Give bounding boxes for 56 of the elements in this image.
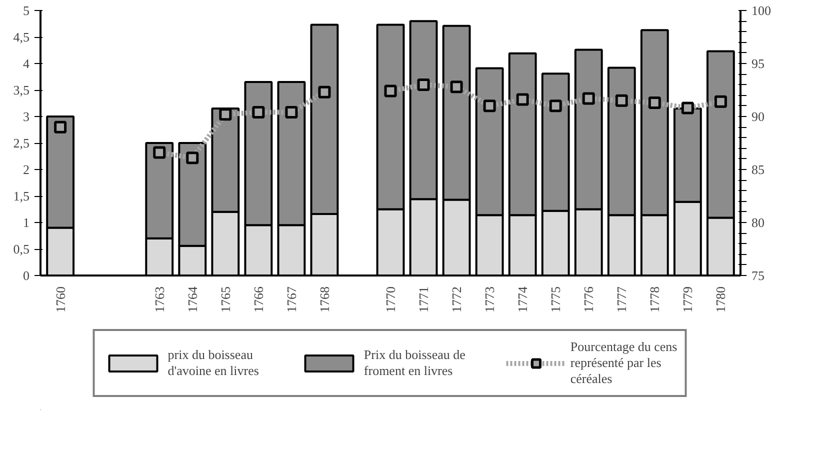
point bbox=[582, 92, 595, 105]
point bbox=[483, 100, 496, 112]
point bbox=[384, 84, 397, 98]
point bbox=[417, 78, 430, 91]
y-tick-label: 2,5 bbox=[13, 136, 30, 150]
x-tick-label: 1774 bbox=[515, 286, 530, 312]
x-tick-label: 1778 bbox=[647, 286, 662, 312]
y-tick-label: 4 bbox=[23, 56, 30, 71]
legend-label: Prix du boisseau de froment en livres bbox=[364, 346, 466, 378]
x-tick-label: 1766 bbox=[250, 286, 266, 312]
point bbox=[549, 100, 562, 112]
point bbox=[450, 80, 463, 94]
legend-label: prix du boisseau d'avoine en livres bbox=[168, 346, 259, 378]
point bbox=[186, 152, 199, 164]
point bbox=[219, 108, 232, 121]
y-tick-label: 5 bbox=[23, 3, 30, 18]
x-tick-label: 1776 bbox=[581, 286, 596, 312]
y2-tick-label: 85 bbox=[752, 162, 764, 177]
y2-tick-label: 90 bbox=[752, 109, 764, 124]
x-tick-label: 1772 bbox=[449, 286, 464, 312]
point bbox=[681, 102, 694, 114]
y2-tick-label: 75 bbox=[752, 268, 764, 283]
point bbox=[153, 146, 166, 159]
x-tick-label: 1767 bbox=[284, 286, 299, 312]
point bbox=[54, 120, 67, 134]
x-tick-label: 1764 bbox=[184, 286, 200, 312]
point bbox=[285, 106, 298, 119]
x-tick-label: 1771 bbox=[416, 286, 432, 312]
x-tick-label: 1770 bbox=[383, 286, 398, 312]
y-tick-label: 3 bbox=[23, 109, 30, 124]
point bbox=[615, 94, 628, 107]
point bbox=[648, 96, 661, 109]
y2-tick-label: 80 bbox=[752, 215, 764, 230]
x-tick-label: 1765 bbox=[218, 286, 233, 312]
point bbox=[516, 93, 529, 106]
point bbox=[318, 86, 331, 98]
point bbox=[714, 95, 727, 108]
x-tick-label: 1780 bbox=[713, 286, 728, 312]
y-tick-label: 0 bbox=[23, 268, 30, 283]
y2-tick-label: 95 bbox=[752, 56, 764, 71]
x-tick-label: 1773 bbox=[482, 286, 498, 312]
legend-label: Pourcentage du cens représenté par les céréales bbox=[570, 338, 678, 386]
y2-tick-label: 100 bbox=[752, 3, 771, 18]
y-tick-label: 3,5 bbox=[13, 82, 30, 98]
x-tick-label: 1763 bbox=[152, 286, 167, 312]
y-tick-label: 0,5 bbox=[13, 242, 30, 256]
point bbox=[252, 106, 265, 119]
x-tick-label: 1777 bbox=[614, 286, 630, 312]
y-tick-label: 1 bbox=[23, 215, 30, 230]
x-tick-label: 1775 bbox=[548, 286, 564, 312]
y-tick-label: 1,5 bbox=[13, 188, 30, 204]
x-tick-label: 1760 bbox=[52, 286, 68, 312]
y-tick-label: 4,5 bbox=[13, 30, 30, 44]
x-tick-label: 1768 bbox=[316, 286, 332, 312]
x-tick-label: 1779 bbox=[680, 286, 696, 312]
y-tick-label: 2 bbox=[23, 162, 30, 177]
